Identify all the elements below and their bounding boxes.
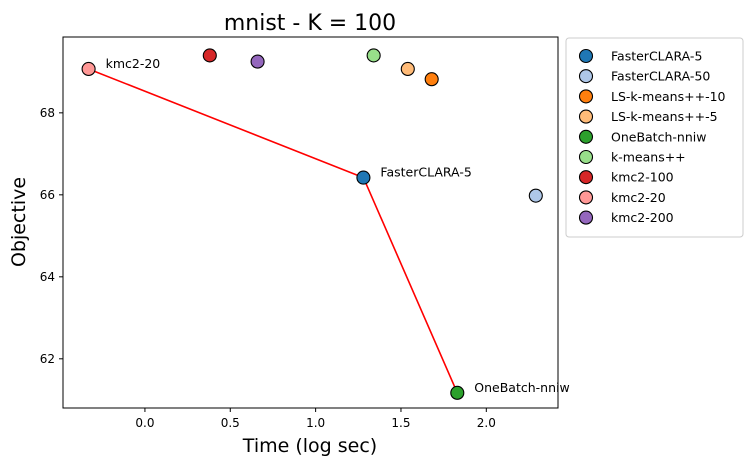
data-point-FasterCLARA-5 <box>356 170 371 185</box>
legend-label: FasterCLARA-5 <box>611 49 702 64</box>
plot-frame <box>62 36 559 409</box>
x-tick-label: 1.0 <box>306 416 325 430</box>
legend-label: OneBatch-nniw <box>611 129 706 144</box>
y-tick-label: 62 <box>40 352 55 366</box>
legend-marker <box>578 48 594 64</box>
point-annotation: FasterCLARA-5 <box>380 165 471 180</box>
legend-marker <box>578 129 594 144</box>
legend-marker <box>578 149 594 165</box>
data-point-FasterCLARA-50 <box>528 188 543 203</box>
legend-marker <box>578 190 594 205</box>
annotation-layer: kmc2-20 FasterCLARA-5 OneBatch-nniw <box>106 56 570 395</box>
legend-frame <box>565 37 744 238</box>
legend-label: LS-k-means++-10 <box>611 89 726 104</box>
legend: FasterCLARA-5 FasterCLARA-50 LS-k-means++-… <box>565 37 744 238</box>
points-layer <box>81 48 543 400</box>
legend-label: kmc2-20 <box>611 190 666 205</box>
data-point-OneBatch-nniw <box>450 385 465 400</box>
data-point-kmc2-100 <box>202 48 217 63</box>
data-point-kmc2-200 <box>250 54 265 69</box>
data-point-LS-k-means++-5 <box>400 61 415 77</box>
x-axis-label: Time (log sec) <box>242 435 377 457</box>
legend-marker <box>578 109 594 124</box>
x-tick-label: 0.5 <box>221 416 240 430</box>
legend-marker <box>578 89 594 104</box>
y-tick-label: 64 <box>40 270 55 284</box>
legend-label: k-means++ <box>611 150 686 165</box>
legend-marker <box>578 69 594 84</box>
legend-label: FasterCLARA-50 <box>611 69 710 84</box>
x-tick-label: 2.0 <box>477 416 496 430</box>
legend-label: LS-k-means++-5 <box>611 109 718 124</box>
y-tick-label: 68 <box>40 106 55 120</box>
y-tick-label: 66 <box>40 188 55 202</box>
x-ticks: 0.0 0.5 1.0 1.5 2.0 <box>135 408 496 430</box>
legend-label: kmc2-200 <box>611 210 674 225</box>
point-annotation: kmc2-20 <box>106 56 161 71</box>
data-point-k-means++ <box>366 48 381 63</box>
x-tick-label: 1.5 <box>391 416 410 430</box>
y-axis-label: Objective <box>8 177 30 267</box>
legend-marker <box>578 210 594 225</box>
legend-marker <box>578 170 594 185</box>
legend-label: kmc2-100 <box>611 170 674 185</box>
data-point-LS-k-means++-10 <box>424 72 439 87</box>
chart-title: mnist - K = 100 <box>224 11 396 36</box>
x-tick-label: 0.0 <box>135 416 154 430</box>
point-annotation: OneBatch-nniw <box>474 380 569 395</box>
data-point-kmc2-20 <box>81 61 96 77</box>
y-ticks: 62 64 66 68 <box>40 106 63 366</box>
